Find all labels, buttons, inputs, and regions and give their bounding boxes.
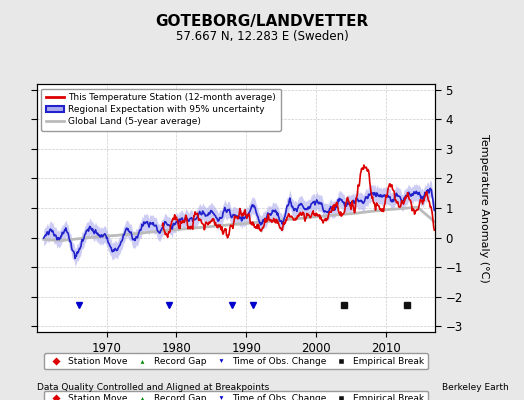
Legend: This Temperature Station (12-month average), Regional Expectation with 95% uncer: This Temperature Station (12-month avera… [41, 88, 280, 131]
Y-axis label: Temperature Anomaly (°C): Temperature Anomaly (°C) [479, 134, 489, 282]
Text: 57.667 N, 12.283 E (Sweden): 57.667 N, 12.283 E (Sweden) [176, 30, 348, 43]
Text: Berkeley Earth: Berkeley Earth [442, 383, 508, 392]
Text: Data Quality Controlled and Aligned at Breakpoints: Data Quality Controlled and Aligned at B… [37, 383, 269, 392]
Text: GOTEBORG/LANDVETTER: GOTEBORG/LANDVETTER [156, 14, 368, 29]
Legend: Station Move, Record Gap, Time of Obs. Change, Empirical Break: Station Move, Record Gap, Time of Obs. C… [44, 353, 428, 370]
